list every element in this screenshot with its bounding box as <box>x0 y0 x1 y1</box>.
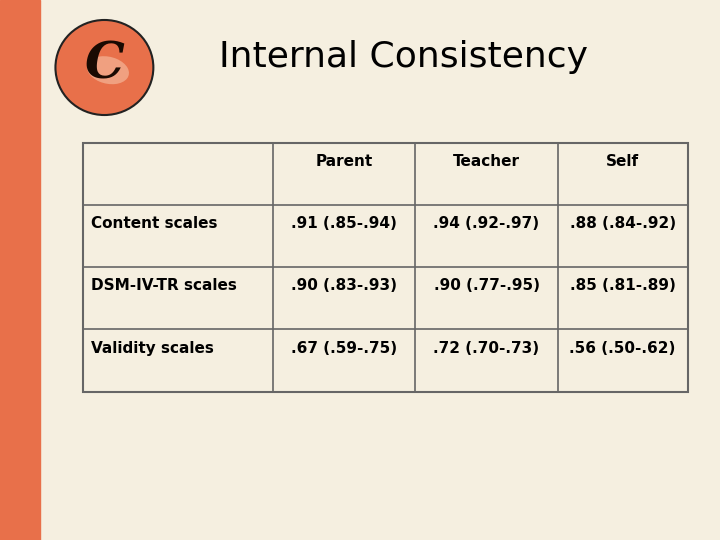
Text: Content scales: Content scales <box>91 217 218 231</box>
Text: .67 (.59-.75): .67 (.59-.75) <box>292 341 397 355</box>
Text: .85 (.81-.89): .85 (.81-.89) <box>570 279 675 293</box>
Text: .90 (.83-.93): .90 (.83-.93) <box>292 279 397 293</box>
Text: .56 (.50-.62): .56 (.50-.62) <box>570 341 676 355</box>
Text: Teacher: Teacher <box>453 154 520 169</box>
Text: Self: Self <box>606 154 639 169</box>
Text: .91 (.85-.94): .91 (.85-.94) <box>292 217 397 231</box>
Ellipse shape <box>87 56 129 84</box>
Text: DSM-IV-TR scales: DSM-IV-TR scales <box>91 279 238 293</box>
Text: C: C <box>84 40 125 89</box>
Text: .90 (.77-.95): .90 (.77-.95) <box>433 279 539 293</box>
Text: .94 (.92-.97): .94 (.92-.97) <box>433 217 539 231</box>
Text: .72 (.70-.73): .72 (.70-.73) <box>433 341 539 355</box>
Text: Validity scales: Validity scales <box>91 341 215 355</box>
Ellipse shape <box>55 20 153 115</box>
Bar <box>83 143 688 392</box>
Text: .88 (.84-.92): .88 (.84-.92) <box>570 217 675 231</box>
Text: Internal Consistency: Internal Consistency <box>219 40 588 73</box>
Text: Parent: Parent <box>316 154 373 169</box>
